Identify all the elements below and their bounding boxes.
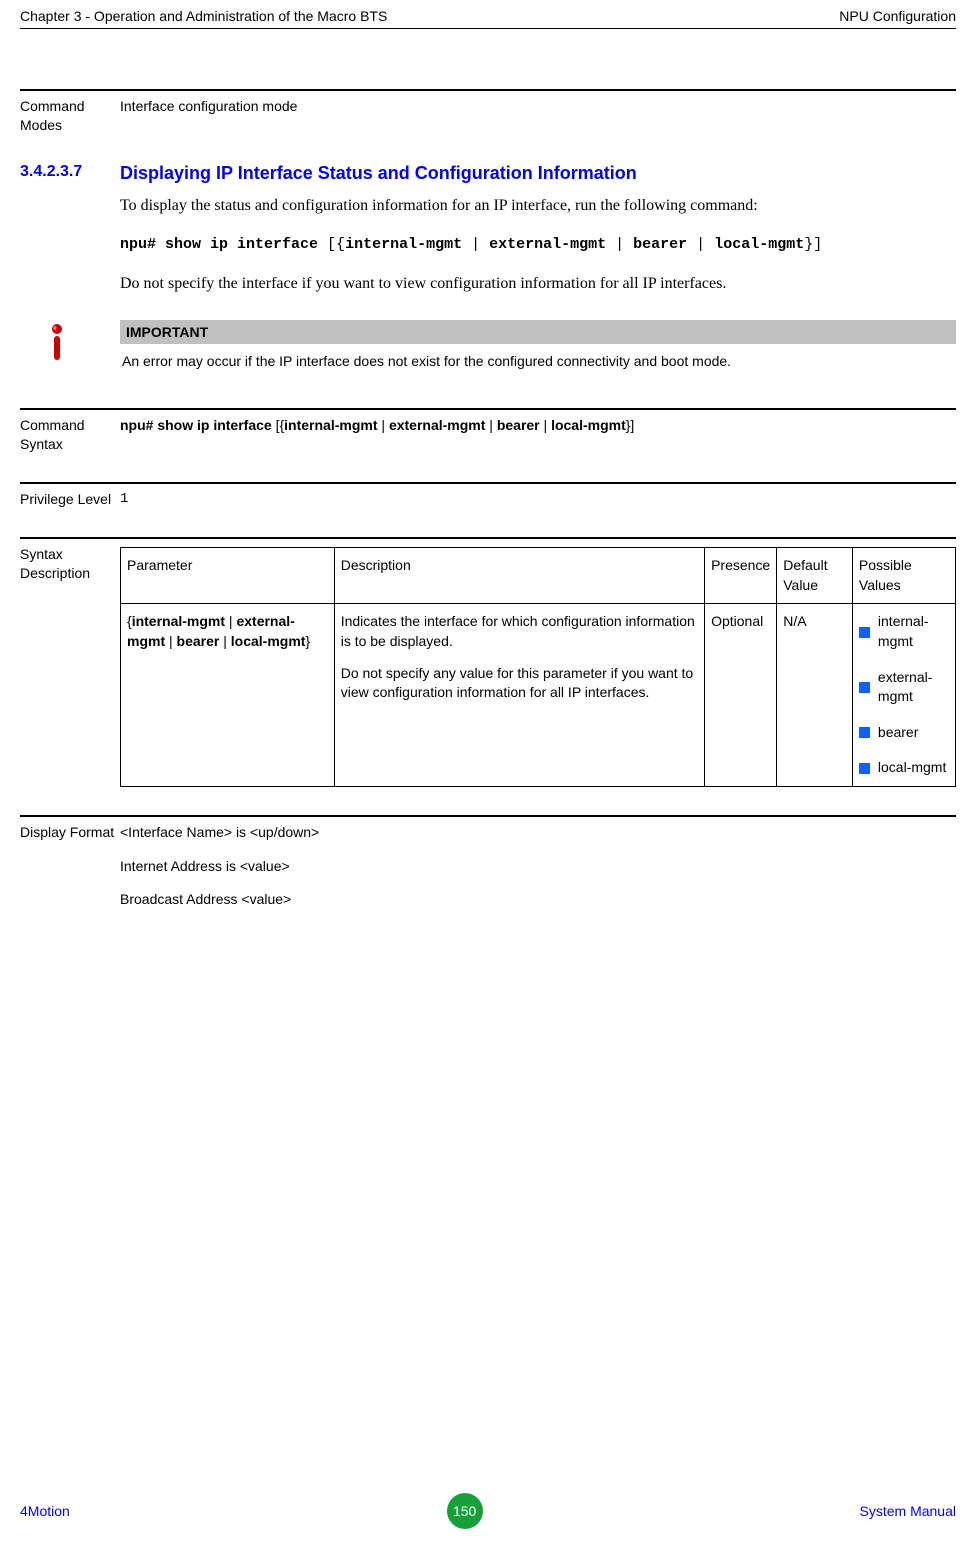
cell-parameter: {internal-mgmt | external-mgmt | bearer … bbox=[121, 604, 335, 787]
pv-internal: internal-mgmt bbox=[878, 612, 949, 651]
important-body: An error may occur if the IP interface d… bbox=[120, 344, 956, 380]
syntax-description-block: Syntax Description Parameter Description… bbox=[20, 537, 956, 787]
cmd-sep: | bbox=[462, 236, 489, 253]
bullet-icon bbox=[859, 727, 870, 738]
col-presence: Presence bbox=[705, 548, 777, 604]
desc-para-2: Do not specify any value for this parame… bbox=[341, 664, 698, 703]
cmd-opt-internal: internal-mgmt bbox=[345, 236, 462, 253]
command-syntax-value: npu# show ip interface [{internal-mgmt |… bbox=[120, 410, 956, 454]
display-format-line-2: Internet Address is <value> bbox=[120, 857, 956, 877]
cmd-prefix: npu# show ip interface bbox=[120, 236, 327, 253]
possible-value-item: local-mgmt bbox=[859, 758, 949, 778]
desc-para-1: Indicates the interface for which config… bbox=[341, 612, 698, 651]
syntax-prefix: npu# show ip interface bbox=[120, 417, 276, 433]
bullet-icon bbox=[859, 682, 870, 693]
syntax-sep: | bbox=[378, 417, 389, 433]
table-header-row: Parameter Description Presence Default V… bbox=[121, 548, 956, 604]
command-example: npu# show ip interface [{internal-mgmt |… bbox=[120, 234, 956, 257]
param-opt-internal: internal-mgmt bbox=[132, 613, 225, 629]
bullet-icon bbox=[859, 763, 870, 774]
privilege-level-value: 1 bbox=[120, 484, 956, 510]
pv-local: local-mgmt bbox=[878, 758, 946, 778]
table-row: {internal-mgmt | external-mgmt | bearer … bbox=[121, 604, 956, 787]
important-callout: IMPORTANT An error may occur if the IP i… bbox=[20, 320, 956, 380]
cell-presence: Optional bbox=[705, 604, 777, 787]
important-icon bbox=[50, 324, 64, 364]
header-left: Chapter 3 - Operation and Administration… bbox=[20, 8, 387, 24]
syntax-opt-external: external-mgmt bbox=[389, 417, 485, 433]
command-modes-label: Command Modes bbox=[20, 91, 120, 135]
intro-paragraph: To display the status and configuration … bbox=[120, 194, 956, 218]
cell-possible-values: internal-mgmt external-mgmt bearer local… bbox=[852, 604, 955, 787]
cmd-sep: | bbox=[606, 236, 633, 253]
cmd-opt-bearer: bearer bbox=[633, 236, 687, 253]
param-sep: | bbox=[165, 633, 176, 649]
possible-value-item: internal-mgmt bbox=[859, 612, 949, 651]
cmd-opt-local: local-mgmt bbox=[714, 236, 804, 253]
param-sep: | bbox=[219, 633, 230, 649]
footer-right: System Manual bbox=[860, 1503, 956, 1519]
cmd-sep: | bbox=[687, 236, 714, 253]
display-format-content: <Interface Name> is <up/down> Internet A… bbox=[120, 817, 956, 924]
cmd-bracket-open: [{ bbox=[327, 236, 345, 253]
page-footer: 4Motion 150 System Manual bbox=[20, 1493, 956, 1529]
command-modes-block: Command Modes Interface configuration mo… bbox=[20, 89, 956, 135]
col-default: Default Value bbox=[777, 548, 853, 604]
param-opt-local: local-mgmt bbox=[231, 633, 306, 649]
syntax-bracket-close: }] bbox=[626, 417, 635, 433]
param-brace-close: } bbox=[305, 633, 310, 649]
syntax-description-table: Parameter Description Presence Default V… bbox=[120, 547, 956, 787]
syntax-opt-bearer: bearer bbox=[497, 417, 540, 433]
cell-default: N/A bbox=[777, 604, 853, 787]
syntax-opt-internal: internal-mgmt bbox=[284, 417, 377, 433]
col-parameter: Parameter bbox=[121, 548, 335, 604]
section-heading: 3.4.2.3.7 Displaying IP Interface Status… bbox=[20, 163, 956, 184]
cmd-bracket-close: }] bbox=[804, 236, 822, 253]
command-modes-value: Interface configuration mode bbox=[120, 91, 956, 135]
display-format-label: Display Format bbox=[20, 817, 120, 924]
display-format-line-3: Broadcast Address <value> bbox=[120, 890, 956, 910]
syntax-sep: | bbox=[540, 417, 551, 433]
page-header: Chapter 3 - Operation and Administration… bbox=[20, 8, 956, 29]
command-syntax-label: Command Syntax bbox=[20, 410, 120, 454]
possible-value-item: external-mgmt bbox=[859, 668, 949, 707]
syntax-description-label: Syntax Description bbox=[20, 539, 120, 787]
param-sep: | bbox=[225, 613, 236, 629]
privilege-level-label: Privilege Level bbox=[20, 484, 120, 510]
display-format-line-1: <Interface Name> is <up/down> bbox=[120, 823, 956, 843]
display-format-block: Display Format <Interface Name> is <up/d… bbox=[20, 815, 956, 924]
cmd-opt-external: external-mgmt bbox=[489, 236, 606, 253]
syntax-bracket-open: [{ bbox=[276, 417, 285, 433]
section-title: Displaying IP Interface Status and Confi… bbox=[120, 163, 956, 184]
pv-bearer: bearer bbox=[878, 723, 918, 743]
syntax-opt-local: local-mgmt bbox=[551, 417, 626, 433]
bullet-icon bbox=[859, 627, 870, 638]
section-number: 3.4.2.3.7 bbox=[20, 163, 120, 184]
col-description: Description bbox=[334, 548, 704, 604]
command-syntax-block: Command Syntax npu# show ip interface [{… bbox=[20, 408, 956, 454]
important-heading: IMPORTANT bbox=[120, 320, 956, 344]
syntax-sep: | bbox=[485, 417, 496, 433]
cell-description: Indicates the interface for which config… bbox=[334, 604, 704, 787]
page-number-badge: 150 bbox=[447, 1493, 483, 1529]
col-possible: Possible Values bbox=[852, 548, 955, 604]
footer-left: 4Motion bbox=[20, 1503, 70, 1519]
privilege-level-block: Privilege Level 1 bbox=[20, 482, 956, 510]
possible-value-item: bearer bbox=[859, 723, 949, 743]
note-paragraph: Do not specify the interface if you want… bbox=[120, 272, 956, 296]
header-right: NPU Configuration bbox=[839, 8, 956, 24]
param-opt-bearer: bearer bbox=[177, 633, 220, 649]
pv-external: external-mgmt bbox=[878, 668, 949, 707]
